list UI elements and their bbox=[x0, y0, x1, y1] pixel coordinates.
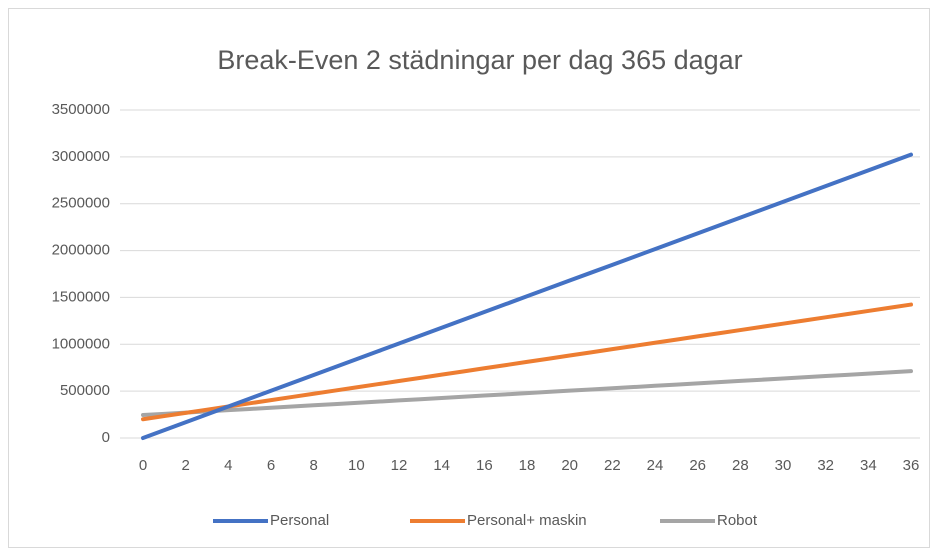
x-tick-label: 8 bbox=[309, 457, 317, 474]
x-tick-label: 4 bbox=[224, 457, 232, 474]
x-tick-label: 2 bbox=[181, 457, 189, 474]
chart-title: Break-Even 2 städningar per dag 365 daga… bbox=[217, 45, 742, 75]
y-tick-label: 500000 bbox=[60, 382, 110, 399]
legend-label: Personal+ maskin bbox=[467, 512, 587, 529]
series-line bbox=[141, 302, 913, 422]
legend-label: Personal bbox=[270, 512, 329, 529]
x-tick-label: 26 bbox=[689, 457, 706, 474]
x-tick-label: 20 bbox=[561, 457, 578, 474]
x-tick-label: 36 bbox=[903, 457, 920, 474]
x-tick-label: 12 bbox=[391, 457, 408, 474]
y-tick-label: 2500000 bbox=[52, 195, 110, 212]
y-tick-label: 2000000 bbox=[52, 242, 110, 259]
x-tick-label: 28 bbox=[732, 457, 749, 474]
x-tick-label: 10 bbox=[348, 457, 365, 474]
x-tick-label: 6 bbox=[267, 457, 275, 474]
y-tick-label: 3000000 bbox=[52, 148, 110, 165]
series-line bbox=[141, 369, 913, 418]
x-tick-label: 32 bbox=[817, 457, 834, 474]
x-tick-label: 22 bbox=[604, 457, 621, 474]
legend-label: Robot bbox=[717, 512, 758, 529]
x-tick-label: 34 bbox=[860, 457, 877, 474]
chart-border bbox=[8, 8, 930, 548]
x-tick-label: 0 bbox=[139, 457, 147, 474]
series-line bbox=[141, 152, 913, 440]
y-tick-label: 0 bbox=[102, 429, 110, 446]
x-tick-label: 30 bbox=[775, 457, 792, 474]
x-tick-label: 24 bbox=[647, 457, 664, 474]
y-tick-label: 1000000 bbox=[52, 335, 110, 352]
y-tick-label: 1500000 bbox=[52, 288, 110, 305]
y-tick-label: 3500000 bbox=[52, 101, 110, 118]
x-tick-label: 14 bbox=[433, 457, 450, 474]
x-tick-label: 16 bbox=[476, 457, 493, 474]
x-tick-label: 18 bbox=[519, 457, 536, 474]
